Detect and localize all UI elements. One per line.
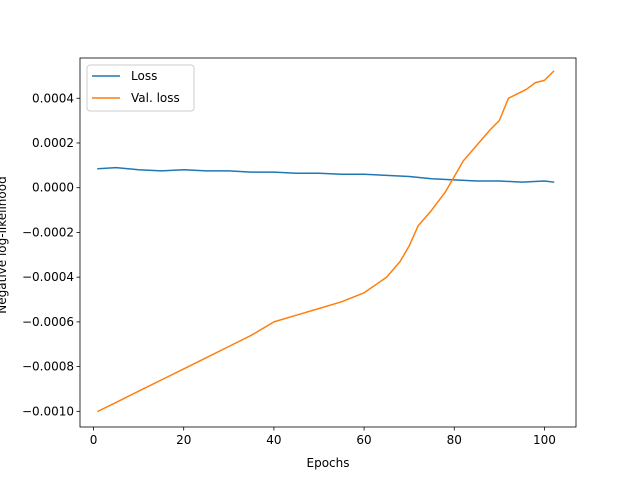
y-tick-label: −0.0002 — [22, 225, 74, 239]
series-group — [96, 70, 555, 413]
y-tick-label: −0.0008 — [22, 360, 74, 374]
y-tick-label: 0.0004 — [32, 91, 74, 105]
legend-label-0: Loss — [131, 69, 157, 83]
x-tick-label: 0 — [90, 433, 98, 447]
y-axis-label: Negative log-likelihood — [0, 176, 9, 313]
axes-group: 0 20 40 60 80 100 −0.0010 −0.0008 −0.0006 −0.0004… — [22, 57, 577, 447]
y-tick-label: −0.0006 — [22, 315, 74, 329]
y-tick-label: 0.0000 — [32, 181, 74, 195]
x-tick-label: 20 — [176, 433, 191, 447]
series-line-1 — [96, 70, 555, 413]
x-tick-label: 40 — [266, 433, 281, 447]
legend-label-1: Val. loss — [131, 91, 180, 105]
x-tick-label: 80 — [447, 433, 462, 447]
x-tick-label: 100 — [533, 433, 556, 447]
legend: Loss Val. loss — [86, 64, 195, 112]
x-tick-label: 60 — [356, 433, 371, 447]
x-axis-label: Epochs — [307, 456, 350, 470]
axes-frame — [79, 57, 577, 428]
y-tick-label: −0.0010 — [22, 404, 74, 418]
series-line-0 — [97, 166, 555, 183]
plot-area — [80, 58, 576, 427]
y-tick-label: 0.0002 — [32, 136, 74, 150]
plot-background — [80, 58, 576, 427]
y-tick-label: −0.0004 — [22, 270, 74, 284]
